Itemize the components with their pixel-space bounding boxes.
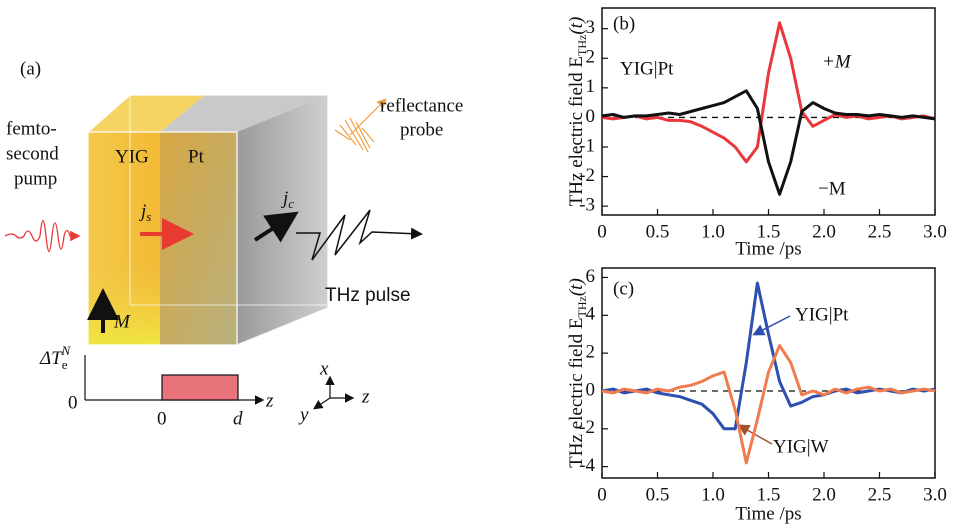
probe-arrow (349, 98, 387, 136)
y-tick-label: 0 (586, 379, 596, 400)
thz-pulse (296, 209, 423, 261)
x-tick-label: 2.0 (812, 221, 836, 242)
x-axis-label: Time /ps (735, 503, 801, 524)
box-hidden-edges (129, 95, 328, 306)
annotation: YIG|Pt (620, 58, 674, 79)
label: d (233, 408, 243, 429)
label: THz pulse (325, 285, 411, 306)
y-tick-label: -2 (579, 165, 595, 186)
y-tick-label: 4 (586, 304, 596, 325)
legend-label: YIG|W (773, 436, 829, 457)
y-axis-label: (t) (566, 17, 587, 35)
y-tick-label: -3 (579, 194, 595, 215)
label: ΔTeN (39, 343, 72, 372)
pt-top (160, 95, 328, 132)
label: z (361, 386, 370, 407)
pump-pulse (4, 219, 81, 253)
label: M (113, 311, 131, 332)
label: N (61, 343, 72, 358)
label: j (280, 188, 288, 209)
box-edges (87, 94, 329, 346)
y-axis-label: THz electric field E (566, 56, 587, 206)
label: e (62, 357, 68, 372)
x-tick-label: 1.0 (701, 221, 725, 242)
y-axis-label: (t) (566, 278, 587, 296)
label: second (6, 143, 59, 164)
series-line (601, 89, 936, 196)
y-axis-label: THz (575, 35, 589, 56)
y-tick-label: 3 (586, 17, 596, 38)
annotation: (c) (613, 278, 634, 299)
label: y (298, 404, 309, 425)
jc-arrow (253, 211, 299, 243)
series-line (601, 281, 936, 431)
annotation: (b) (613, 13, 635, 34)
label: s (146, 209, 151, 224)
label: ΔT (39, 348, 63, 369)
y-tick-label: 0 (586, 106, 596, 127)
x-tick-label: 3.0 (923, 484, 947, 505)
yig-top (88, 95, 205, 132)
y-tick-label: -4 (579, 455, 595, 476)
x-axis-label: Time /ps (735, 238, 801, 259)
x-tick-label: 0 (597, 484, 607, 505)
label: YIG (115, 146, 149, 167)
label: js (138, 201, 151, 224)
y-tick-label: 6 (586, 266, 596, 287)
legend-label: YIG|Pt (795, 304, 849, 325)
x-tick-label: 3.0 (923, 221, 947, 242)
y-tick-label: -2 (579, 417, 595, 438)
label: 0 (68, 392, 78, 413)
x-tick-label: 2.5 (868, 484, 892, 505)
y-tick-label: -1 (579, 135, 595, 156)
y-tick-label: 1 (586, 76, 596, 97)
legend-label: −M (818, 178, 846, 199)
y-axis-label: THz electric field ETHz(t) (566, 17, 588, 207)
plot-frame (601, 7, 936, 216)
label: femto- (6, 118, 57, 139)
label: x (319, 358, 329, 379)
y-axis-label: THz electric field E (566, 317, 587, 467)
series-line (601, 344, 936, 465)
label: jc (280, 188, 294, 211)
x-tick-label: 2.0 (812, 484, 836, 505)
y-axis-label: THz (575, 296, 589, 317)
annotation-arrow (737, 424, 773, 445)
legend-label: +M (822, 51, 852, 72)
panel-label: (a) (20, 58, 41, 79)
label: pump (14, 168, 57, 189)
y-tick-label: 2 (586, 47, 596, 68)
label: 0 (157, 408, 167, 429)
label: j (138, 201, 146, 222)
x-tick-label: 0 (597, 221, 607, 242)
annotation-arrow (752, 315, 791, 336)
label: probe (400, 119, 443, 140)
label: Pt (188, 146, 205, 167)
x-tick-label: 1.5 (757, 484, 781, 505)
probe-wavelet (334, 117, 375, 153)
y-axis-label: THz electric field ETHz(t) (566, 278, 588, 468)
x-tick-label: 0.5 (646, 221, 670, 242)
coord-y (313, 397, 331, 410)
diagram-a: (a) femto- second pump YIG Pt js jc refl… (4, 58, 463, 429)
temperature-step (161, 374, 239, 401)
label: z (265, 390, 274, 411)
series-line (601, 21, 936, 164)
x-tick-label: 2.5 (868, 221, 892, 242)
y-tick-label: 2 (586, 341, 596, 362)
label: reflectance (380, 95, 463, 116)
label: c (288, 196, 294, 211)
x-tick-label: 1.0 (701, 484, 725, 505)
x-tick-label: 1.5 (757, 221, 781, 242)
x-tick-label: 0.5 (646, 484, 670, 505)
